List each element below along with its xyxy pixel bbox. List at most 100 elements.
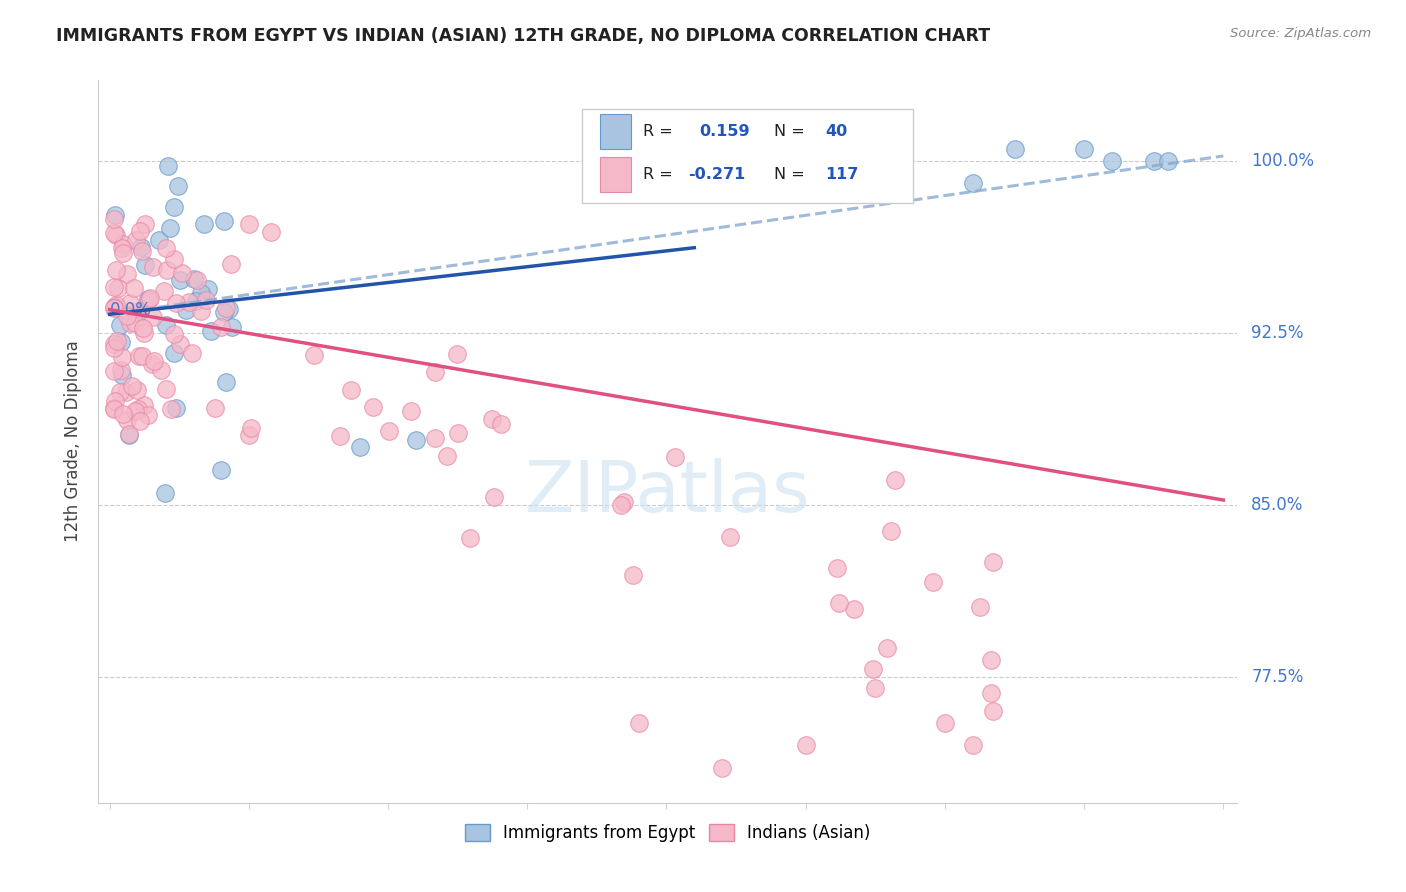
- Point: [112, 246, 135, 260]
- Point: [114, 384, 136, 399]
- Point: [162, 346, 184, 360]
- Point: [186, 273, 208, 287]
- Point: [664, 450, 686, 465]
- Point: [124, 305, 146, 319]
- Point: [103, 402, 125, 417]
- Point: [197, 283, 219, 297]
- Point: [195, 293, 218, 307]
- Point: [980, 652, 1002, 666]
- Point: [718, 530, 741, 544]
- Text: ZIPatlas: ZIPatlas: [524, 458, 811, 526]
- Point: [1156, 153, 1178, 168]
- Point: [166, 401, 188, 416]
- Point: [104, 263, 127, 277]
- Point: [141, 260, 163, 274]
- Point: [981, 704, 1004, 718]
- Point: [131, 349, 153, 363]
- Text: 0.0%: 0.0%: [110, 301, 152, 318]
- Text: 77.5%: 77.5%: [1251, 667, 1303, 686]
- Point: [221, 257, 243, 271]
- Point: [862, 662, 884, 676]
- Point: [363, 400, 385, 414]
- Point: [103, 401, 125, 415]
- Point: [124, 316, 146, 330]
- Point: [165, 295, 187, 310]
- Point: [163, 252, 186, 266]
- Point: [142, 310, 165, 324]
- Point: [423, 365, 446, 379]
- Point: [163, 327, 186, 342]
- Point: [1073, 142, 1095, 156]
- Point: [794, 739, 817, 753]
- Point: [481, 411, 503, 425]
- Point: [103, 226, 125, 240]
- Point: [118, 426, 141, 441]
- Text: 0.159: 0.159: [700, 124, 751, 139]
- Point: [107, 334, 129, 349]
- Point: [190, 286, 212, 301]
- Point: [204, 401, 226, 415]
- Point: [127, 383, 149, 397]
- Point: [131, 244, 153, 258]
- Text: R =: R =: [643, 124, 672, 139]
- Point: [103, 364, 125, 378]
- Point: [111, 368, 134, 382]
- Point: [103, 300, 125, 314]
- Point: [238, 428, 260, 442]
- Point: [155, 382, 177, 396]
- Point: [214, 301, 236, 315]
- Point: [117, 267, 139, 281]
- Point: [446, 346, 468, 360]
- Point: [104, 394, 127, 409]
- Point: [711, 761, 734, 775]
- Point: [302, 348, 325, 362]
- Point: [209, 463, 232, 477]
- Legend: Immigrants from Egypt, Indians (Asian): Immigrants from Egypt, Indians (Asian): [458, 817, 877, 848]
- Point: [155, 241, 177, 255]
- Point: [107, 281, 129, 295]
- Point: [139, 292, 162, 306]
- Point: [212, 305, 235, 319]
- Point: [828, 596, 851, 610]
- Point: [134, 217, 156, 231]
- Point: [174, 302, 197, 317]
- Text: R =: R =: [643, 167, 672, 182]
- Point: [159, 221, 181, 235]
- Point: [962, 177, 984, 191]
- Point: [170, 266, 193, 280]
- Point: [103, 301, 125, 315]
- Point: [610, 498, 633, 512]
- Point: [969, 600, 991, 615]
- Text: IMMIGRANTS FROM EGYPT VS INDIAN (ASIAN) 12TH GRADE, NO DIPLOMA CORRELATION CHART: IMMIGRANTS FROM EGYPT VS INDIAN (ASIAN) …: [56, 27, 990, 45]
- Point: [103, 212, 125, 227]
- Text: N =: N =: [773, 167, 804, 182]
- FancyBboxPatch shape: [582, 109, 912, 203]
- Point: [110, 362, 132, 376]
- Point: [239, 421, 262, 435]
- Point: [981, 555, 1004, 569]
- Point: [883, 473, 905, 487]
- Text: 100.0%: 100.0%: [1251, 152, 1315, 169]
- Point: [399, 404, 422, 418]
- Point: [184, 293, 207, 308]
- Point: [200, 324, 222, 338]
- Point: [156, 159, 179, 173]
- Point: [179, 294, 201, 309]
- Point: [489, 417, 512, 431]
- Point: [349, 440, 371, 454]
- Point: [136, 292, 159, 306]
- Point: [218, 301, 240, 316]
- Point: [1101, 153, 1123, 168]
- Point: [129, 240, 152, 254]
- Point: [127, 306, 149, 320]
- Text: 92.5%: 92.5%: [1251, 324, 1303, 342]
- Point: [111, 237, 134, 252]
- Point: [141, 357, 163, 371]
- Point: [134, 258, 156, 272]
- Point: [209, 320, 232, 334]
- Text: 40: 40: [825, 124, 848, 139]
- Point: [340, 383, 363, 397]
- Point: [118, 428, 141, 442]
- Point: [115, 309, 138, 323]
- Point: [103, 337, 125, 351]
